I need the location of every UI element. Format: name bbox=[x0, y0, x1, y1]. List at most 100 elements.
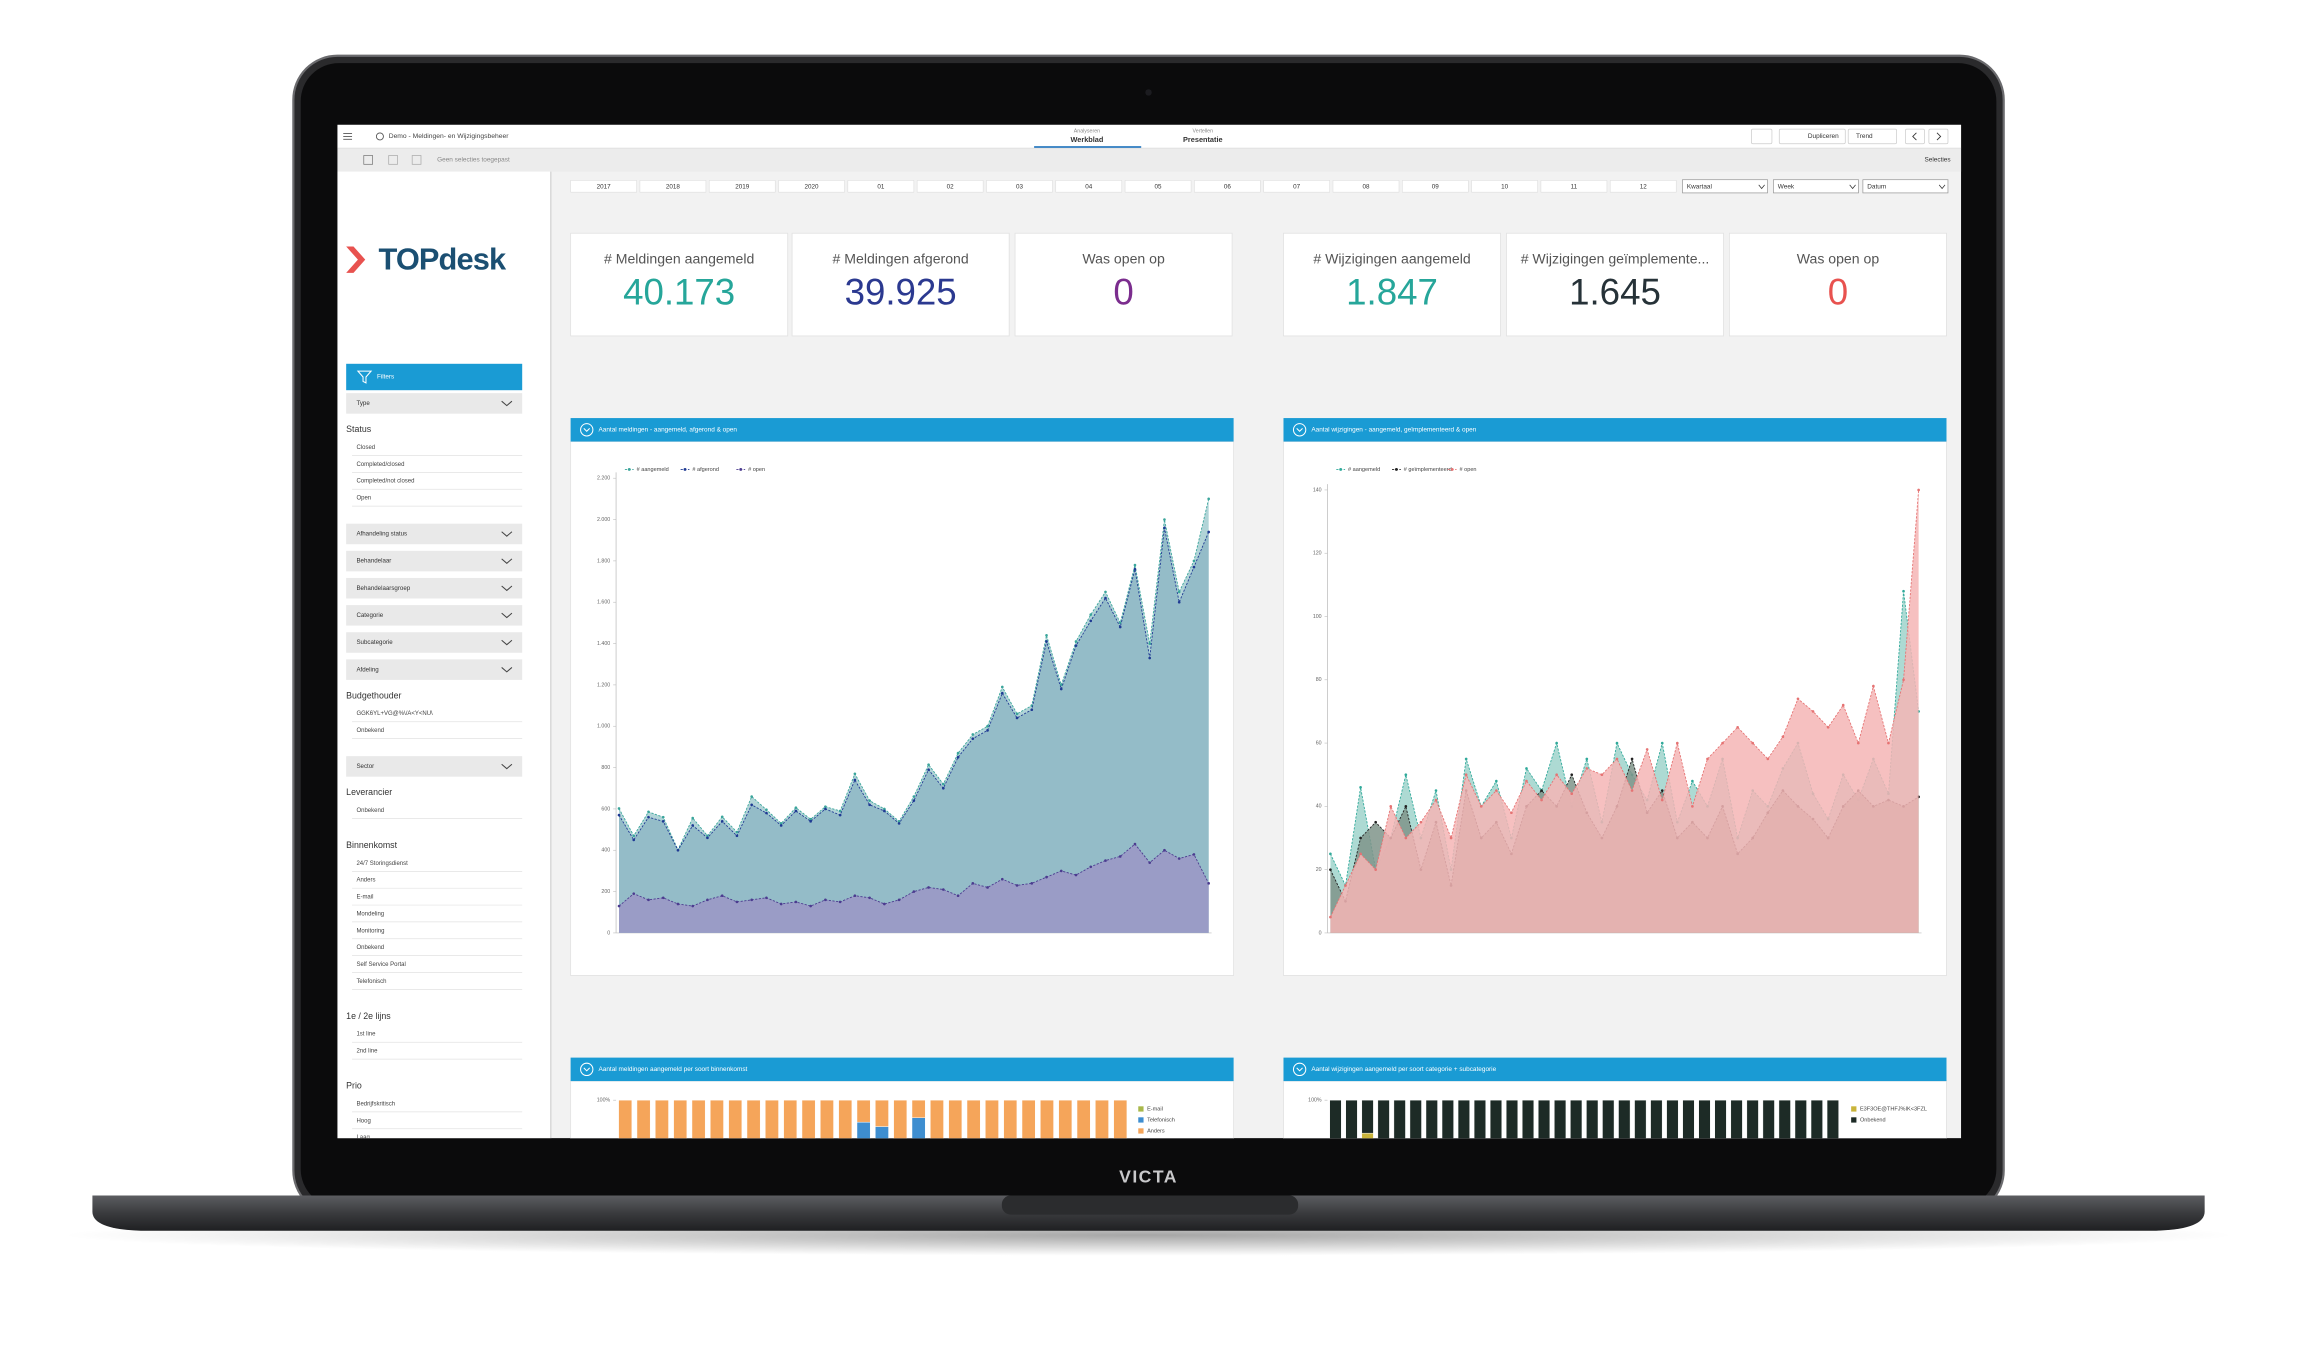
timeline-label[interactable]: 2019 bbox=[735, 183, 750, 190]
filter-dropdown[interactable] bbox=[346, 523, 523, 545]
filter-dropdown-label[interactable]: Afhandeling status bbox=[356, 531, 407, 538]
timeline-cell[interactable] bbox=[986, 180, 1053, 193]
nav-button[interactable] bbox=[1905, 128, 1925, 145]
timeline-label[interactable]: 2018 bbox=[666, 183, 681, 190]
timeline-cell[interactable] bbox=[570, 180, 637, 193]
filter-dropdown[interactable] bbox=[346, 756, 523, 777]
filter-dropdown[interactable] bbox=[346, 659, 523, 680]
collapse-icon[interactable] bbox=[580, 1062, 594, 1077]
timeline-cell[interactable] bbox=[1402, 180, 1469, 193]
filter-dropdown-label[interactable]: Categorie bbox=[356, 612, 383, 619]
timeline-label[interactable]: 04 bbox=[1085, 183, 1093, 190]
timeline-cell[interactable] bbox=[1471, 180, 1538, 193]
header-button-label[interactable]: Dupliceren bbox=[1808, 133, 1839, 140]
period-dropdown-label[interactable]: Kwartaal bbox=[1687, 183, 1712, 190]
filter-item[interactable]: E-mail bbox=[356, 895, 373, 901]
tab-label[interactable]: Werkblad bbox=[1070, 135, 1103, 144]
timeline-label[interactable]: 01 bbox=[877, 183, 885, 190]
point bbox=[883, 807, 886, 811]
filter-item[interactable]: Hoog bbox=[356, 1118, 370, 1124]
selections-button[interactable]: Selecties bbox=[1924, 157, 1950, 164]
tab-caption[interactable]: Analyseren bbox=[1074, 128, 1100, 134]
filter-dropdown-label[interactable]: Behandelaarsgroep bbox=[356, 585, 410, 592]
filter-dropdown-label[interactable]: Behandelaar bbox=[356, 558, 391, 565]
filter-item[interactable]: 1st line bbox=[356, 1032, 376, 1038]
timeline-label[interactable]: 2017 bbox=[597, 183, 612, 190]
period-dropdown-label[interactable]: Datum bbox=[1867, 183, 1886, 190]
timeline-cell[interactable] bbox=[847, 180, 915, 193]
period-dropdown[interactable] bbox=[1773, 179, 1859, 194]
timeline-label[interactable]: 09 bbox=[1432, 183, 1440, 190]
legend-label: # geïmplementeerd bbox=[1404, 467, 1452, 473]
timeline-cell[interactable] bbox=[1124, 180, 1192, 193]
filter-item[interactable]: Self Service Portal bbox=[356, 962, 405, 968]
filter-dropdown-label[interactable]: Afdeling bbox=[356, 666, 379, 673]
tool-icon[interactable] bbox=[363, 155, 373, 165]
timeline-cell[interactable] bbox=[708, 180, 776, 193]
filter-item[interactable]: Onbekend bbox=[356, 728, 384, 734]
filter-item[interactable]: Onbekend bbox=[356, 808, 384, 814]
filter-dropdown[interactable] bbox=[346, 393, 523, 414]
filter-item[interactable]: GGK6YL+VG@%\/A<Y<NU\ bbox=[356, 711, 433, 717]
menu-icon[interactable] bbox=[343, 133, 353, 140]
bookmark-button[interactable] bbox=[1751, 128, 1773, 145]
tool-icon[interactable] bbox=[388, 155, 398, 165]
timeline-label[interactable]: 06 bbox=[1224, 183, 1232, 190]
timeline-cell[interactable] bbox=[1194, 180, 1261, 193]
tab-label[interactable]: Presentatie bbox=[1183, 135, 1223, 144]
period-dropdown[interactable] bbox=[1862, 179, 1949, 194]
timeline-cell[interactable] bbox=[1055, 180, 1123, 193]
filter-item[interactable]: 2nd line bbox=[356, 1049, 378, 1055]
filter-item[interactable]: Onbekend bbox=[356, 945, 384, 951]
collapse-icon[interactable] bbox=[580, 423, 594, 437]
filter-dropdown-label[interactable]: Type bbox=[356, 400, 370, 407]
filter-item[interactable]: Telefonisch bbox=[356, 979, 386, 985]
collapse-icon[interactable] bbox=[1292, 1062, 1307, 1077]
filters-label[interactable]: Filters bbox=[377, 374, 394, 381]
filter-item[interactable]: Completed/not closed bbox=[356, 479, 414, 485]
y-tick-label: 0 bbox=[607, 930, 610, 936]
filters-button[interactable] bbox=[346, 363, 523, 391]
header-button[interactable] bbox=[1778, 128, 1846, 145]
timeline-label[interactable]: 2020 bbox=[805, 183, 820, 190]
filter-dropdown[interactable] bbox=[346, 550, 523, 572]
timeline-cell[interactable] bbox=[916, 180, 984, 193]
timeline-label[interactable]: 02 bbox=[947, 183, 955, 190]
filter-item[interactable]: Monitoring bbox=[356, 928, 384, 934]
filter-dropdown[interactable] bbox=[346, 632, 523, 653]
timeline-label[interactable]: 05 bbox=[1155, 183, 1163, 190]
timeline-cell[interactable] bbox=[1263, 180, 1330, 193]
filter-dropdown-label[interactable]: Sector bbox=[356, 763, 374, 770]
filter-item[interactable]: 24/7 Storingsdienst bbox=[356, 861, 408, 867]
tool-icon[interactable] bbox=[411, 155, 422, 165]
timeline-label[interactable]: 11 bbox=[1571, 183, 1578, 190]
filter-item[interactable]: Open bbox=[356, 496, 371, 502]
filter-item[interactable]: Closed bbox=[356, 445, 375, 451]
nav-button[interactable] bbox=[1928, 128, 1949, 145]
filter-item[interactable]: Bedrijfskritisch bbox=[356, 1101, 395, 1107]
header-button[interactable] bbox=[1847, 128, 1897, 145]
period-dropdown[interactable] bbox=[1682, 179, 1768, 194]
filter-dropdown[interactable] bbox=[346, 577, 523, 599]
filter-dropdown[interactable] bbox=[346, 605, 523, 626]
timeline-cell[interactable] bbox=[1540, 180, 1608, 193]
filter-item[interactable]: Completed/closed bbox=[356, 462, 404, 468]
period-dropdown-label[interactable]: Week bbox=[1778, 183, 1795, 190]
timeline-label[interactable]: 03 bbox=[1016, 183, 1024, 190]
point bbox=[1192, 559, 1196, 563]
collapse-icon[interactable] bbox=[1292, 423, 1307, 437]
filter-item[interactable]: Laag bbox=[356, 1135, 369, 1141]
tab-caption[interactable]: Vertellen bbox=[1193, 128, 1214, 134]
filter-dropdown-label[interactable]: Subcategorie bbox=[356, 639, 393, 646]
timeline-label[interactable]: 10 bbox=[1501, 183, 1509, 190]
timeline-cell[interactable] bbox=[1332, 180, 1400, 193]
timeline-label[interactable]: 08 bbox=[1362, 183, 1370, 190]
timeline-cell[interactable] bbox=[778, 180, 845, 193]
timeline-cell[interactable] bbox=[639, 180, 707, 193]
header-button-label[interactable]: Trend bbox=[1856, 133, 1873, 140]
timeline-label[interactable]: 07 bbox=[1293, 183, 1301, 190]
filter-item[interactable]: Mondeling bbox=[356, 911, 384, 917]
filter-item[interactable]: Anders bbox=[356, 878, 375, 884]
timeline-label[interactable]: 12 bbox=[1640, 183, 1648, 190]
timeline-cell[interactable] bbox=[1609, 180, 1677, 193]
